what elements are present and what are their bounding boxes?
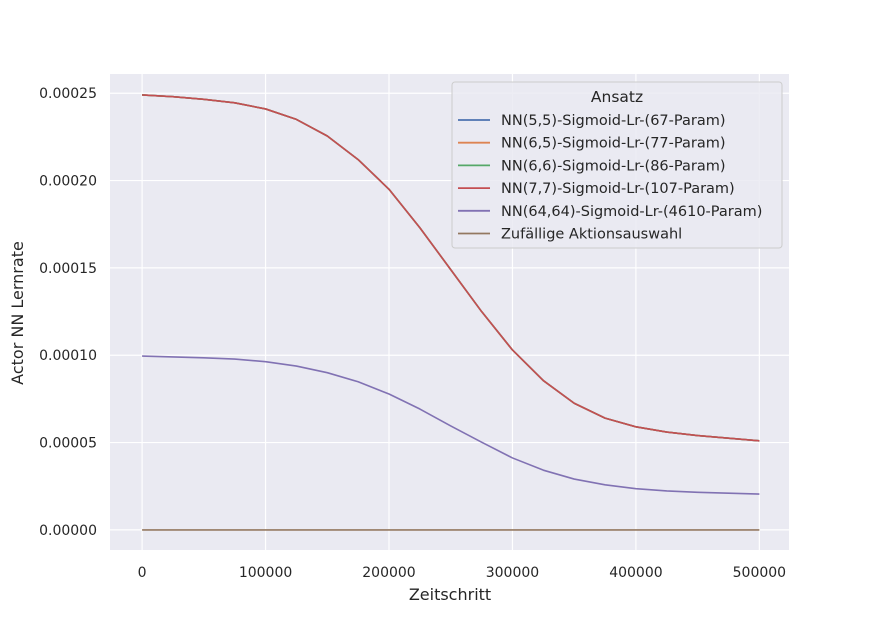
x-axis-ticks: 0 100000 200000 300000 400000 500000 — [138, 565, 786, 581]
x-axis-label: Zeitschritt — [409, 585, 491, 604]
legend-title: Ansatz — [591, 88, 643, 106]
series-line-3 — [142, 94, 760, 442]
legend-entry-label: Zufällige Aktionsauswahl — [501, 227, 682, 243]
legend-entry-label: NN(6,5)-Sigmoid-Lr-(77-Param) — [501, 136, 726, 152]
x-tick-label: 300000 — [486, 565, 539, 581]
y-tick-label: 0.00015 — [39, 261, 97, 277]
x-tick-label: 100000 — [239, 565, 292, 581]
y-tick-label: 0.00025 — [39, 86, 97, 102]
y-axis-ticks: 0.00000 0.00005 0.00010 0.00015 0.00020 0.000… — [39, 86, 97, 539]
legend-entry-label: NN(6,6)-Sigmoid-Lr-(86-Param) — [501, 158, 726, 174]
x-tick-label: 200000 — [362, 565, 415, 581]
legend-entry-label: NN(7,7)-Sigmoid-Lr-(107-Param) — [501, 181, 735, 197]
x-tick-label: 400000 — [609, 565, 662, 581]
y-tick-label: 0.00020 — [39, 174, 97, 190]
legend: Ansatz NN(5,5)-Sigmoid-Lr-(67-Param) NN(6… — [451, 81, 783, 249]
x-tick-label: 0 — [138, 565, 147, 581]
legend-box — [451, 81, 783, 249]
y-tick-label: 0.00000 — [39, 523, 97, 539]
series-line-4 — [142, 355, 760, 495]
legend-entry-label: NN(5,5)-Sigmoid-Lr-(67-Param) — [501, 113, 726, 129]
y-axis-label: Actor NN Lernrate — [8, 241, 27, 385]
y-tick-label: 0.00010 — [39, 348, 97, 364]
series-lines — [142, 94, 760, 531]
legend-entries: NN(5,5)-Sigmoid-Lr-(67-Param) NN(6,5)-Sig… — [458, 113, 762, 243]
legend-entry-label: NN(64,64)-Sigmoid-Lr-(4610-Param) — [501, 204, 762, 220]
x-tick-label: 500000 — [733, 565, 786, 581]
y-tick-label: 0.00005 — [39, 436, 97, 452]
